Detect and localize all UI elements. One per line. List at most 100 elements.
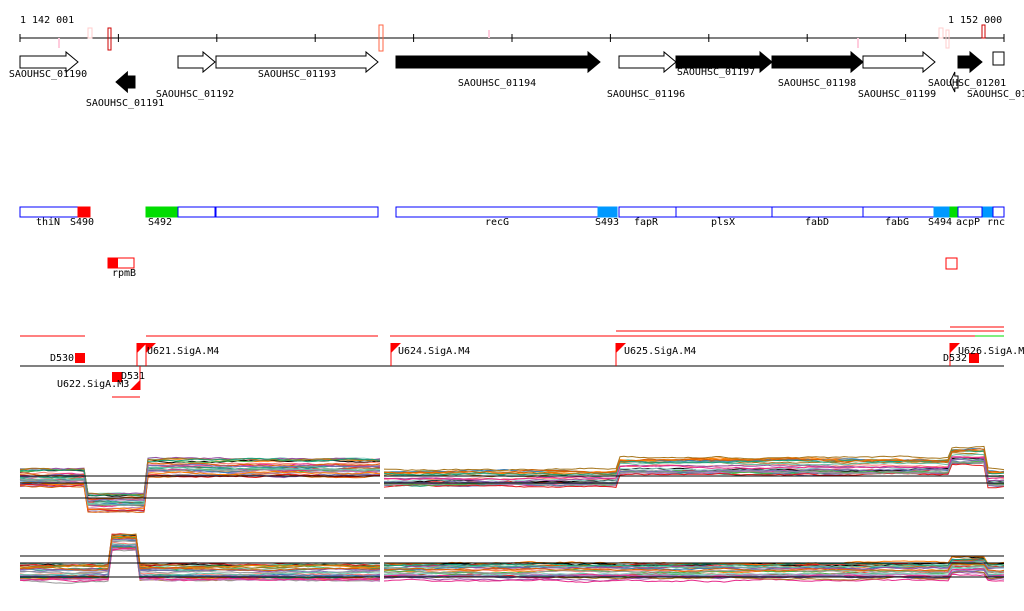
gene-label[interactable]: SAOUHSC_01192 bbox=[156, 89, 234, 100]
gene-SAOUHSC_01197[interactable]: SAOUHSC_01197 bbox=[675, 50, 773, 78]
gene-arrow-icon[interactable] bbox=[957, 50, 983, 74]
gene-arrow-icon[interactable] bbox=[19, 50, 79, 74]
gene-arrow-icon[interactable] bbox=[618, 50, 677, 74]
gene-SAOUHSC_01198[interactable]: SAOUHSC_01198 bbox=[771, 50, 864, 89]
operon-track: thiN S490 S492 recG S493 fapR plsX fabD fabG S494… bbox=[19, 206, 1005, 279]
promoter-label: D530 bbox=[50, 353, 74, 364]
expression-line bbox=[383, 456, 1005, 484]
gene-SAOUHSC_01199[interactable]: SAOUHSC_01199 bbox=[858, 50, 936, 100]
gene-label[interactable]: SAOUHSC_01196 bbox=[607, 89, 685, 100]
gene-arrow-icon[interactable] bbox=[949, 71, 959, 93]
gene-label[interactable]: SAOUHSC_01191 bbox=[86, 98, 164, 109]
operon-segment bbox=[675, 206, 773, 218]
operon-segment bbox=[395, 206, 599, 218]
expression-tracks bbox=[19, 440, 1005, 600]
promoter-label: U625.SigA.M4 bbox=[624, 346, 696, 357]
gene-SAOUHSC_01190[interactable]: SAOUHSC_01190 bbox=[9, 50, 87, 80]
gene-arrow-icon[interactable] bbox=[395, 50, 601, 74]
gene-arrow-icon[interactable] bbox=[675, 50, 773, 74]
expression-line bbox=[383, 560, 1005, 570]
promoter-label: U621.SigA.M4 bbox=[147, 346, 219, 357]
gene-arrow-icon[interactable] bbox=[177, 50, 216, 74]
expression-line bbox=[19, 541, 381, 576]
expression-line bbox=[384, 563, 1005, 572]
ruler-end-label: 1 152 000 bbox=[948, 15, 1002, 26]
ruler: 1 142 001 1 152 000 bbox=[19, 15, 1005, 52]
gene-SAOUHSC_01196[interactable]: SAOUHSC_01196 bbox=[607, 50, 685, 100]
promoter-flag-icon bbox=[950, 343, 960, 353]
operon-label: recG bbox=[485, 217, 509, 228]
operon-label: fabD bbox=[805, 217, 829, 228]
operon-segment bbox=[597, 206, 618, 218]
expression-line bbox=[19, 463, 381, 502]
rpmB-fill bbox=[108, 258, 118, 268]
expression-line bbox=[383, 449, 1005, 476]
expression-line bbox=[19, 466, 380, 506]
gene-arrow-icon[interactable] bbox=[771, 50, 864, 74]
gene-label[interactable]: SAOUHSC_012 bbox=[967, 89, 1024, 100]
promoter-label: U622.SigA.M3 bbox=[57, 379, 129, 390]
expression-line bbox=[383, 461, 1005, 487]
gene-SAOUHSC_01194[interactable]: SAOUHSC_01194 bbox=[395, 50, 601, 89]
operon-segment bbox=[77, 206, 91, 218]
promoter-label: U624.SigA.M4 bbox=[398, 346, 470, 357]
promoter-label: U626.SigA.M bbox=[958, 346, 1024, 357]
expression-line bbox=[383, 558, 1005, 567]
ruler-start-label: 1 142 001 bbox=[20, 15, 74, 26]
expression-line bbox=[383, 448, 1005, 474]
expression-line bbox=[20, 533, 381, 568]
site-marker bbox=[969, 353, 979, 363]
gene-SAOUHSC_01192[interactable]: SAOUHSC_01192 bbox=[156, 50, 234, 100]
promoter-flag-icon bbox=[137, 343, 147, 353]
operon-label: rpmB bbox=[112, 268, 136, 279]
operon-segment bbox=[215, 206, 379, 218]
gene-label[interactable]: SAOUHSC_01201 bbox=[928, 78, 1006, 89]
promoter-flag-icon bbox=[391, 343, 401, 353]
gene-label[interactable]: SAOUHSC_01193 bbox=[258, 69, 336, 80]
expression-line bbox=[19, 457, 381, 497]
operon-label: S494 bbox=[928, 217, 952, 228]
expression-line bbox=[19, 537, 381, 571]
operon-segment bbox=[992, 206, 1005, 218]
operon-segment bbox=[933, 206, 951, 218]
gene-partial-box[interactable] bbox=[992, 51, 1005, 66]
gene-label[interactable]: SAOUHSC_01194 bbox=[458, 78, 536, 89]
expression-line bbox=[19, 533, 381, 569]
site-marker bbox=[75, 353, 85, 363]
expression-line bbox=[20, 540, 381, 574]
gene-arrow-icon[interactable] bbox=[862, 50, 936, 74]
expression-line bbox=[383, 560, 1005, 569]
gene-SAOUHSC_01193[interactable]: SAOUHSC_01193 bbox=[215, 50, 379, 80]
expression-line bbox=[20, 535, 381, 568]
operon-label: rnc bbox=[987, 217, 1005, 228]
gene-arrow-icon[interactable] bbox=[115, 70, 136, 94]
gene-label[interactable]: SAOUHSC_01198 bbox=[778, 78, 856, 89]
gene-SAOUHSC_01191[interactable]: SAOUHSC_01191 bbox=[86, 70, 164, 109]
promoter-label: D531 bbox=[121, 371, 145, 382]
gene-SAOUHSC_01201[interactable]: SAOUHSC_01201 bbox=[928, 71, 1006, 93]
operon-segment bbox=[618, 206, 677, 218]
operon-segment bbox=[19, 206, 84, 218]
expression-line bbox=[19, 543, 381, 576]
expression-line bbox=[383, 566, 1005, 576]
operon-label: fapR bbox=[634, 217, 659, 228]
gene-arrow-icon[interactable] bbox=[215, 50, 379, 74]
operon-label: S490 bbox=[70, 217, 94, 228]
expression-line bbox=[383, 564, 1005, 575]
gene-label[interactable]: SAOUHSC_01199 bbox=[858, 89, 936, 100]
operon-segment bbox=[957, 206, 983, 218]
operon-label: fabG bbox=[885, 217, 909, 228]
operon-label: acpP bbox=[956, 217, 980, 228]
gene-label[interactable]: SAOUHSC_01197 bbox=[677, 67, 755, 78]
operon-segment bbox=[949, 206, 959, 218]
segment-gap bbox=[380, 440, 384, 600]
expression-line bbox=[384, 458, 1005, 485]
gene-SAOUHSC_012[interactable]: SAOUHSC_012 bbox=[957, 50, 1024, 100]
gene-label[interactable]: SAOUHSC_01190 bbox=[9, 69, 87, 80]
expression-line bbox=[19, 547, 381, 583]
expression-line bbox=[383, 573, 1005, 583]
promoter-flag-icon bbox=[146, 343, 156, 353]
